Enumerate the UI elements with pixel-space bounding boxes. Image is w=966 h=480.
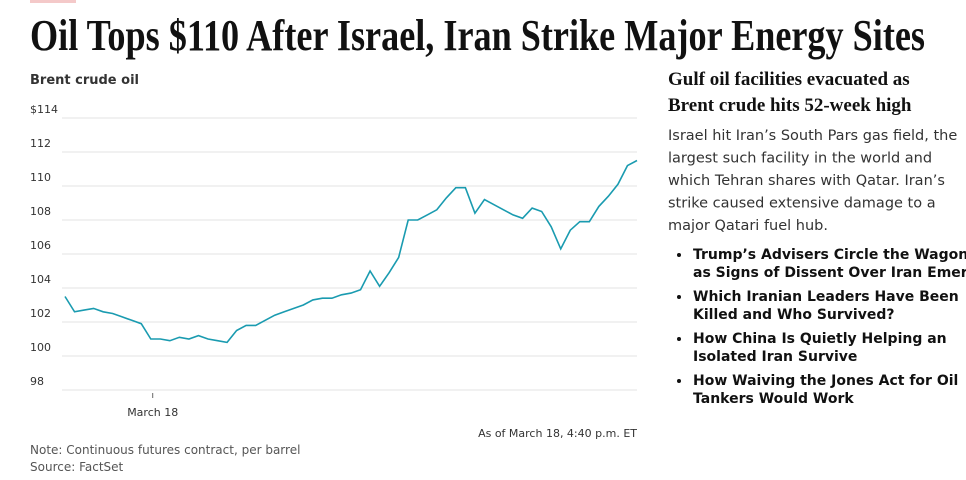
note: Note: Continuous futures contract, per b…	[30, 443, 300, 457]
link-line[interactable]: Trump’s Advisers Circle the Wagons	[693, 247, 966, 263]
y-tick-label: 100	[30, 341, 51, 354]
link-line[interactable]: Killed and Who Survived?	[693, 307, 895, 323]
timestamp: As of March 18, 4:40 p.m. ET	[478, 427, 637, 440]
summary-line: largest such facility in the world and	[668, 151, 932, 167]
article-title[interactable]: Gulf oil facilities evacuated as	[668, 69, 910, 90]
y-tick-label: 102	[30, 307, 51, 320]
source: Source: FactSet	[30, 460, 124, 474]
y-tick-label: 110	[30, 171, 51, 184]
y-tick-label: 112	[30, 137, 51, 150]
article-title[interactable]: Brent crude hits 52-week high	[668, 95, 912, 116]
bullet	[677, 253, 681, 257]
link-line[interactable]: How Waiving the Jones Act for Oil	[693, 373, 958, 389]
link-line[interactable]: as Signs of Dissent Over Iran Emerge	[693, 265, 966, 281]
y-tick-label: $114	[30, 103, 58, 116]
bullet	[677, 379, 681, 383]
y-tick-label: 108	[30, 205, 51, 218]
summary-line: Israel hit Iran’s South Pars gas field, …	[668, 128, 957, 144]
link-line[interactable]: Isolated Iran Survive	[693, 349, 857, 365]
y-tick-label: 104	[30, 273, 51, 286]
bullet	[677, 337, 681, 341]
link-line[interactable]: Which Iranian Leaders Have Been	[693, 289, 959, 305]
y-tick-label: 106	[30, 239, 51, 252]
y-tick-label: 98	[30, 375, 44, 388]
summary-line: major Qatari fuel hub.	[668, 218, 828, 234]
chart-title: Brent crude oil	[30, 73, 139, 88]
tag-strip	[30, 0, 76, 3]
price-line	[64, 159, 638, 344]
link-line[interactable]: Tankers Would Work	[693, 391, 854, 407]
headline[interactable]: Oil Tops $110 After Israel, Iran Strike …	[30, 11, 925, 60]
bullet	[677, 295, 681, 299]
x-tick-label: March 18	[127, 406, 178, 419]
summary-line: which Tehran shares with Qatar. Iran’s	[668, 173, 945, 189]
link-line[interactable]: How China Is Quietly Helping an	[693, 331, 947, 347]
summary-line: strike caused extensive damage to a	[668, 196, 936, 212]
